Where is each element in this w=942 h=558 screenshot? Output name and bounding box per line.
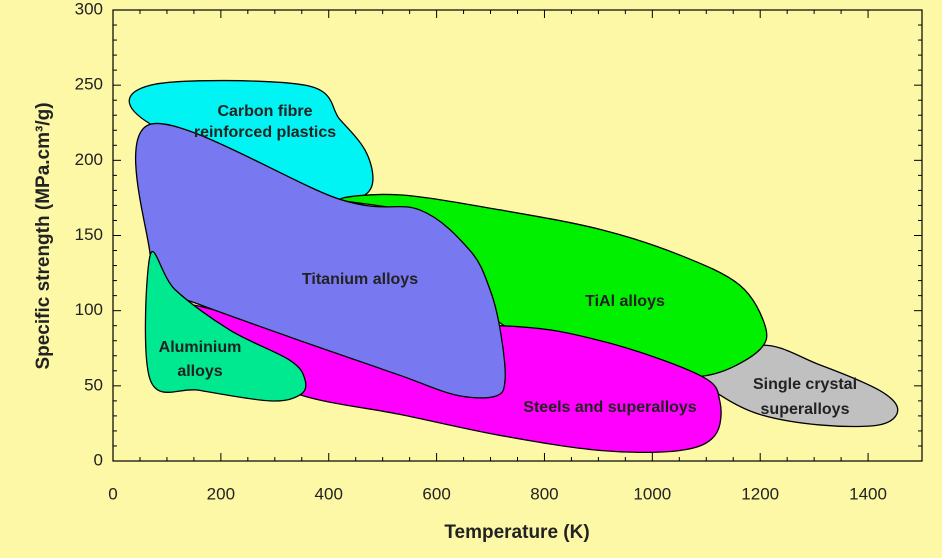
region-label: superalloys [761,401,850,418]
y-tick-label: 250 [75,75,103,94]
region-label: TiAl alloys [585,293,665,310]
x-tick-label: 1200 [741,484,779,503]
y-tick-label: 50 [84,375,103,394]
x-tick-label: 1000 [633,484,671,503]
x-axis-title: Temperature (K) [444,522,589,543]
region-label: alloys [177,363,222,380]
y-tick-label: 300 [75,0,103,18]
region-label: Single crystal [753,376,857,393]
y-tick-label: 200 [75,150,103,169]
region-label: Steels and superalloys [523,399,697,416]
x-tick-label: 0 [108,484,117,503]
x-tick-label: 1400 [849,484,887,503]
region-label: reinforced plastics [194,124,336,141]
x-tick-label: 400 [315,484,343,503]
region [697,344,899,428]
region-label: Titanium alloys [302,271,418,288]
region-label: Carbon fibre [217,103,312,120]
region-label: Aluminium [159,339,242,356]
x-tick-label: 200 [207,484,235,503]
x-tick-label: 800 [530,484,558,503]
region [144,251,307,402]
y-tick-label: 0 [94,450,103,469]
y-axis-title: Specific strength (MPa.cm³/g) [33,102,54,369]
y-tick-label: 100 [75,300,103,319]
x-tick-label: 600 [422,484,450,503]
y-tick-label: 150 [75,225,103,244]
